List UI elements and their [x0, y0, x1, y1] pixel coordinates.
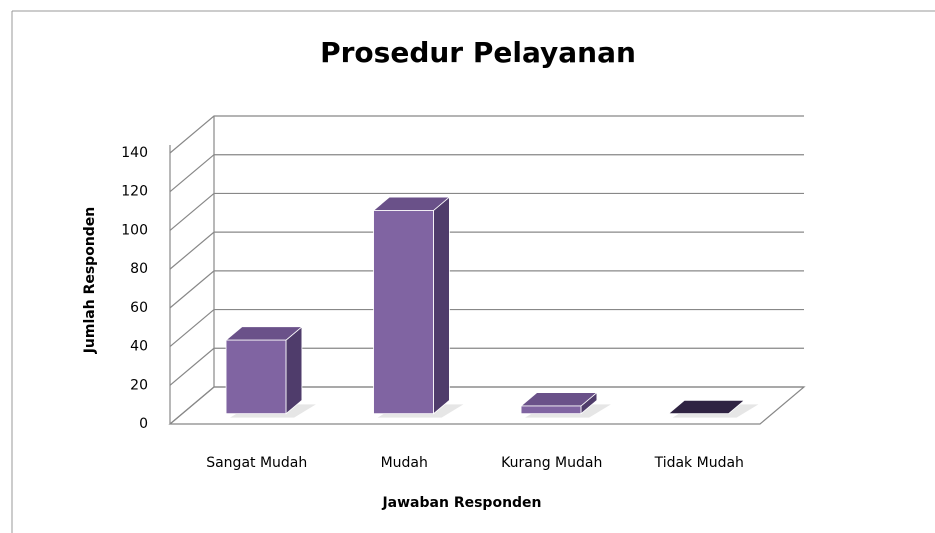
- x-tick-label: Mudah: [381, 455, 428, 471]
- y-tick-label: 140: [121, 145, 148, 161]
- y-tick-label: 100: [121, 222, 148, 238]
- bar-top: [372, 196, 451, 211]
- y-axis-label: Jumlah Responden: [82, 207, 98, 355]
- bar: [667, 399, 746, 415]
- grid-line: [169, 115, 804, 154]
- grid-line: [169, 154, 804, 193]
- chart-title: Prosedur Pelayanan: [320, 36, 636, 69]
- x-tick-label: Tidak Mudah: [654, 455, 744, 471]
- x-axis-label: Jawaban Responden: [381, 495, 541, 511]
- grid-line: [169, 270, 804, 309]
- bar-front: [520, 405, 582, 415]
- bar-side: [433, 196, 450, 415]
- bar-side: [285, 325, 303, 415]
- y-tick-label: 40: [130, 339, 148, 355]
- y-tick-label: 120: [121, 184, 148, 200]
- x-tick-label: Kurang Mudah: [501, 455, 602, 471]
- y-tick-label: 60: [130, 300, 148, 316]
- grid-line: [169, 347, 804, 386]
- y-tick-label: 20: [130, 377, 148, 393]
- bar: [519, 391, 599, 415]
- bar-front: [225, 339, 287, 415]
- grid-line: [169, 308, 804, 348]
- x-tick-label: Sangat Mudah: [206, 455, 307, 471]
- bar: [372, 196, 451, 415]
- grid-line: [169, 192, 804, 231]
- bar: [224, 325, 304, 415]
- bar-top: [519, 392, 599, 407]
- bar-top: [224, 326, 304, 341]
- grid-line: [169, 231, 804, 270]
- y-tick-label: 0: [139, 416, 148, 432]
- grid-line: [169, 386, 804, 425]
- y-tick-label: 80: [130, 261, 148, 277]
- bar-top: [667, 399, 746, 415]
- bar-front: [373, 209, 434, 415]
